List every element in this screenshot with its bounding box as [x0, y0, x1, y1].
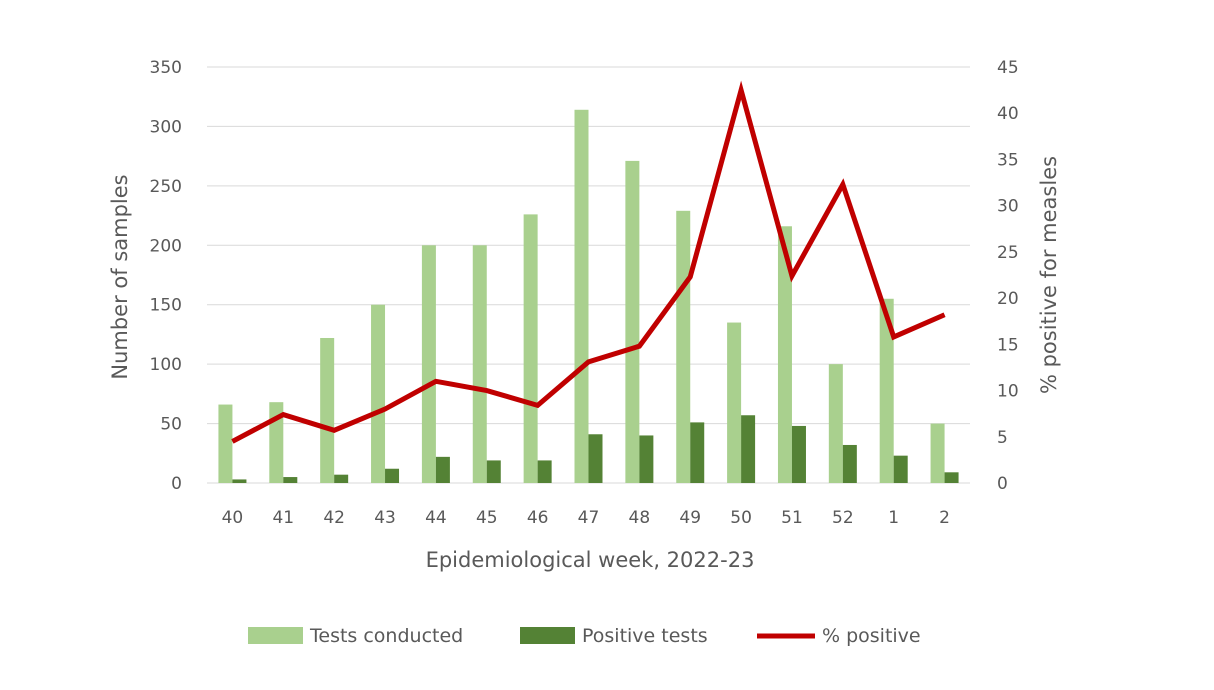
y2-tick-label: 10 [997, 382, 1019, 402]
bar-positive-tests [334, 474, 349, 483]
y2-tick-label: 30 [997, 197, 1019, 217]
y2-tick-label: 15 [997, 335, 1019, 355]
y-tick-label: 200 [150, 236, 182, 256]
line-series [231, 80, 946, 444]
x-tick-label: 49 [679, 508, 701, 528]
y-tick-label: 100 [150, 355, 182, 375]
y-tick-label: 150 [150, 296, 182, 316]
x-tick-label: 45 [476, 508, 498, 528]
x-tick-label: 2 [939, 508, 950, 528]
bar-tests-conducted [371, 304, 386, 483]
bar-positive-tests [944, 472, 959, 483]
bar-positive-tests [639, 435, 654, 483]
x-tick-label: 1 [888, 508, 899, 528]
x-tick-label: 43 [374, 508, 396, 528]
y2-tick-label: 20 [997, 289, 1019, 309]
x-tick-label: 40 [222, 508, 244, 528]
y2-tick-label: 40 [997, 104, 1019, 124]
bar-tests-conducted [320, 337, 335, 483]
y2-tick-label: 5 [997, 428, 1008, 448]
bar-positive-tests [842, 444, 857, 483]
y2-tick-label: 0 [997, 474, 1008, 494]
y2-tick-label: 25 [997, 243, 1019, 263]
bar-tests-conducted [218, 404, 233, 483]
bar-positive-tests [791, 425, 806, 483]
x-tick-label: 47 [578, 508, 600, 528]
y-axis-title: Number of samples [108, 174, 132, 379]
legend-swatch-tests-conducted [248, 627, 303, 644]
x-tick-label: 46 [527, 508, 549, 528]
x-tick-label: 50 [730, 508, 752, 528]
bars [218, 109, 959, 484]
bar-tests-conducted [727, 322, 742, 483]
bar-positive-tests [435, 456, 450, 483]
bar-tests-conducted [574, 109, 589, 483]
bar-tests-conducted [828, 364, 843, 483]
x-axis-title: Epidemiological week, 2022-23 [426, 548, 755, 572]
y-tick-label: 350 [150, 58, 182, 78]
y2-tick-label: 45 [997, 58, 1019, 78]
legend-label-percent-positive: % positive [822, 625, 921, 647]
y-axis-ticks: 0 50 100 150 200 250 300 350 [150, 58, 182, 494]
bar-tests-conducted [777, 226, 792, 484]
y-tick-label: 250 [150, 177, 182, 197]
x-tick-label: 42 [323, 508, 345, 528]
bar-positive-tests [385, 468, 400, 483]
y-tick-label: 50 [160, 415, 182, 435]
bar-tests-conducted [625, 160, 640, 483]
bar-positive-tests [283, 477, 298, 483]
bar-positive-tests [486, 460, 501, 483]
bar-tests-conducted [676, 210, 691, 483]
y2-tick-label: 35 [997, 150, 1019, 170]
bar-positive-tests [232, 479, 247, 483]
legend-swatch-positive-tests [520, 627, 575, 644]
y2-axis-title: % positive for measles [1037, 156, 1061, 394]
x-tick-label: 51 [781, 508, 803, 528]
bar-tests-conducted [523, 214, 538, 483]
x-tick-label: 52 [832, 508, 854, 528]
x-tick-label: 44 [425, 508, 447, 528]
legend-label-positive-tests: Positive tests [582, 625, 708, 647]
legend-label-tests-conducted: Tests conducted [309, 625, 463, 647]
bar-positive-tests [741, 415, 756, 483]
bar-positive-tests [690, 422, 705, 483]
bar-tests-conducted [421, 245, 436, 483]
bar-positive-tests [537, 460, 552, 483]
bar-tests-conducted [472, 245, 487, 483]
y-tick-label: 300 [150, 117, 182, 137]
x-tick-label: 48 [629, 508, 651, 528]
legend: Tests conducted Positive tests % positiv… [248, 625, 921, 647]
bar-tests-conducted [879, 298, 894, 483]
x-tick-label: 41 [272, 508, 294, 528]
bar-positive-tests [588, 434, 603, 483]
bar-tests-conducted [930, 423, 945, 483]
bar-positive-tests [893, 455, 908, 483]
y2-axis-ticks: 0 5 10 15 20 25 30 35 40 45 [997, 58, 1019, 494]
y-tick-label: 0 [171, 474, 182, 494]
x-axis-ticks: 40 41 42 43 44 45 46 47 48 49 50 51 52 1 2 [222, 508, 950, 528]
